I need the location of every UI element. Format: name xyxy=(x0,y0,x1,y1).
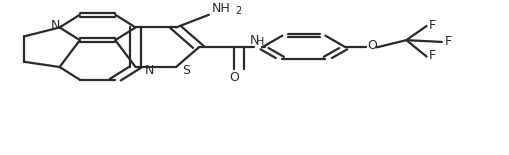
Text: S: S xyxy=(182,64,190,77)
Text: F: F xyxy=(429,49,436,62)
Text: NH: NH xyxy=(211,2,230,15)
Text: F: F xyxy=(429,19,436,32)
Text: F: F xyxy=(444,35,451,48)
Text: N: N xyxy=(51,19,60,32)
Text: N: N xyxy=(249,34,259,46)
Text: O: O xyxy=(367,39,377,52)
Text: 2: 2 xyxy=(235,6,241,16)
Text: N: N xyxy=(145,64,154,77)
Text: O: O xyxy=(230,71,239,84)
Text: H: H xyxy=(256,37,264,46)
